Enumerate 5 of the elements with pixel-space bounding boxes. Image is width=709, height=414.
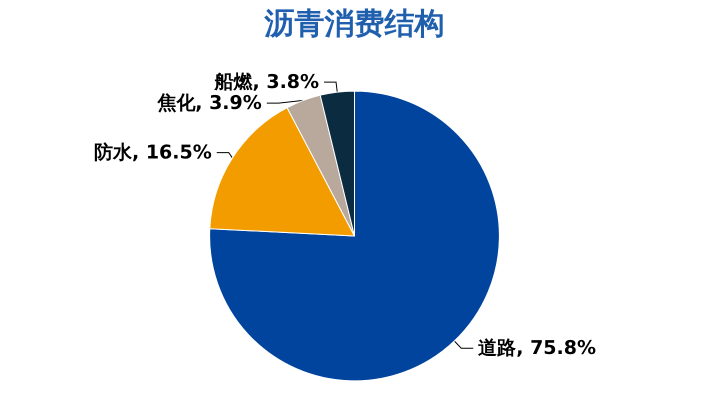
slice-label: 焦化, 3.9% <box>156 92 262 114</box>
chart-title: 沥青消费结构 <box>264 6 444 42</box>
slice-label: 道路, 75.8% <box>478 337 596 360</box>
slice-label: 船燃, 3.8% <box>214 71 320 94</box>
slice-label: 防水, 16.5% <box>94 142 212 164</box>
